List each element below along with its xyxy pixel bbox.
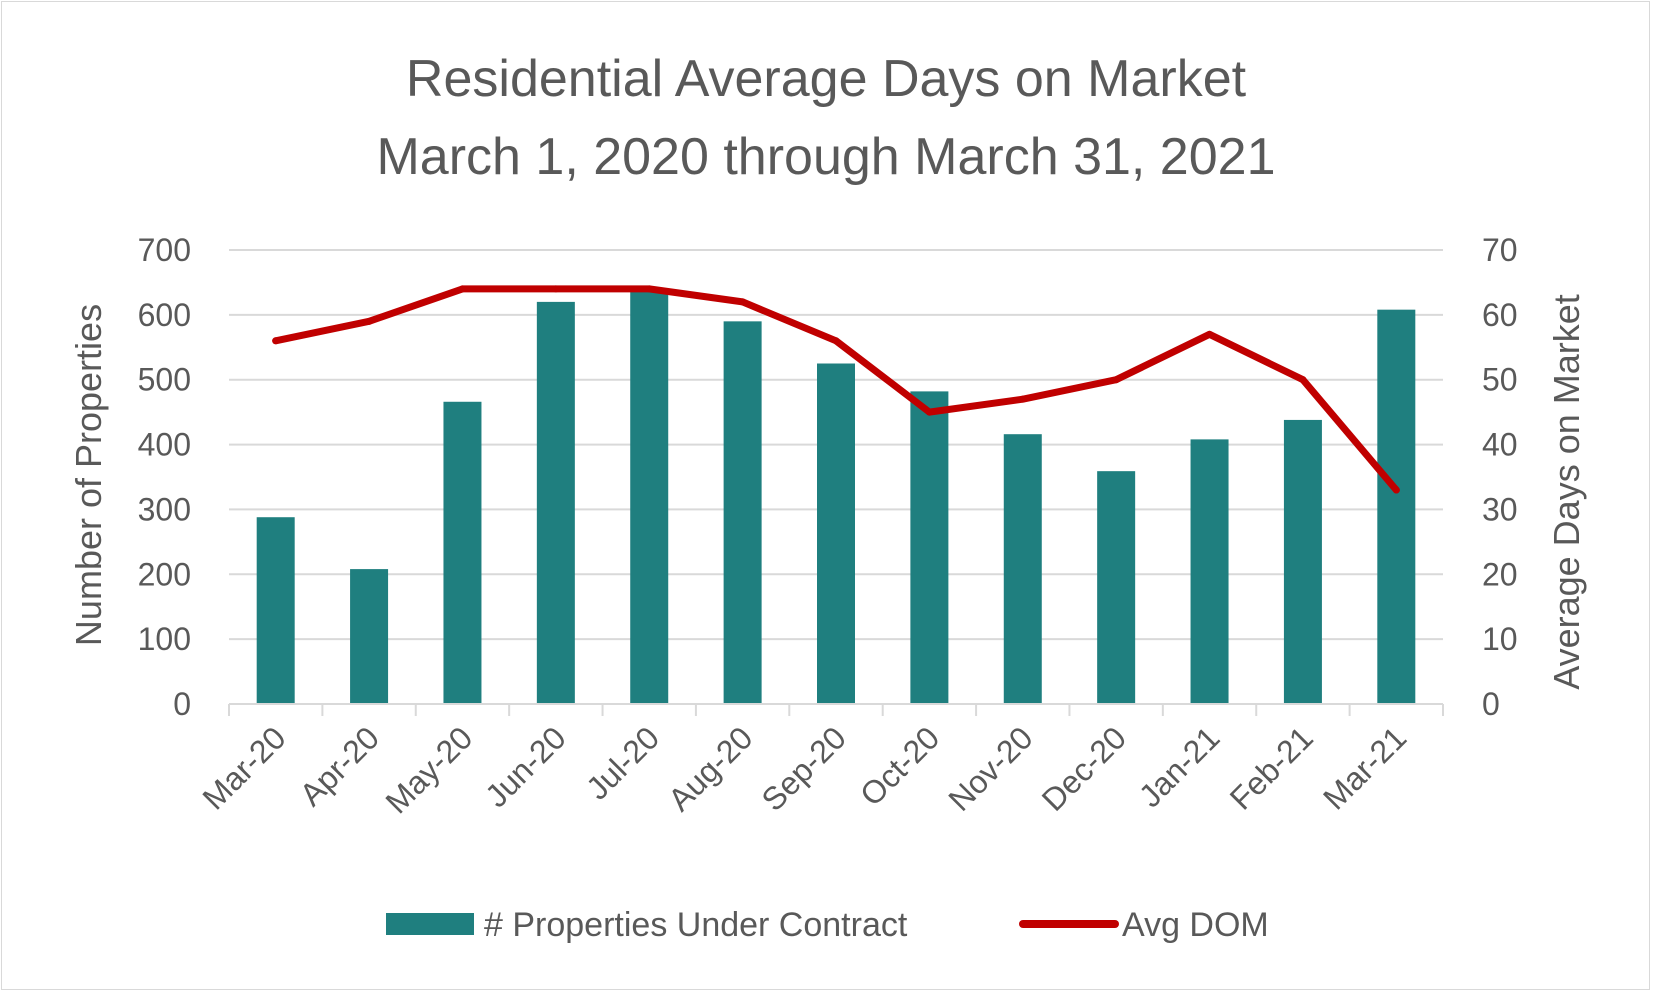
bar: [1283, 419, 1322, 704]
x-tick-label: Aug-20: [661, 719, 759, 817]
y2-tick-label: 40: [1482, 427, 1518, 463]
line-series: [272, 285, 1400, 494]
y-tick-label: 300: [138, 491, 191, 527]
y-tick-label: 200: [138, 556, 191, 592]
line-point: [1112, 376, 1120, 384]
x-tick-label: Apr-20: [293, 719, 386, 812]
y2-tick-label: 30: [1482, 491, 1518, 527]
y-axis-right: 0 10 20 30 40 50 60 70: [1482, 232, 1518, 722]
y-axis-left: 0 100 200 300 400 500 600 700: [138, 232, 191, 722]
x-tick-label: Mar-21: [1316, 719, 1413, 816]
x-tick-label: Sep-20: [755, 719, 853, 817]
y2-tick-label: 50: [1482, 362, 1518, 398]
bar: [256, 517, 295, 704]
bar: [1097, 471, 1136, 704]
bar: [723, 321, 762, 704]
y-tick-label: 100: [138, 621, 191, 657]
line-point: [1299, 376, 1307, 384]
line-point: [832, 337, 840, 345]
legend-label-line: Avg DOM: [1122, 906, 1269, 944]
x-tick-label: Feb-21: [1223, 719, 1320, 816]
line-point: [272, 337, 280, 345]
line-point: [645, 285, 653, 293]
bar-series: [256, 290, 1416, 704]
bar: [1377, 309, 1416, 704]
bar: [350, 569, 389, 704]
y2-tick-label: 10: [1482, 621, 1518, 657]
bar: [817, 363, 855, 704]
y-tick-label: 0: [173, 686, 191, 722]
x-tick-label: May-20: [379, 719, 480, 820]
y-tick-label: 700: [138, 232, 191, 268]
bar: [443, 401, 482, 704]
y-axis-title: Number of Properties: [68, 304, 109, 646]
y-tick-label: 400: [138, 427, 191, 463]
y-tick-label: 600: [138, 297, 191, 333]
x-axis: [228, 703, 1444, 716]
chart-title: Residential Average Days on Market: [406, 50, 1247, 108]
x-tick-label: Nov-20: [941, 719, 1039, 817]
y2-tick-label: 60: [1482, 297, 1518, 333]
chart-subtitle: March 1, 2020 through March 31, 2021: [376, 128, 1275, 186]
line-point: [739, 298, 747, 306]
line-point: [1392, 486, 1400, 494]
bar: [536, 301, 575, 704]
x-tick-label: Oct-20: [853, 719, 946, 812]
x-tick-label: Jun-20: [478, 719, 573, 814]
legend: # Properties Under Contract Avg DOM: [386, 906, 1269, 944]
line-point: [925, 408, 933, 416]
line-point: [1206, 330, 1214, 338]
x-tick-label: Dec-20: [1035, 719, 1133, 817]
y2-tick-label: 70: [1482, 232, 1518, 268]
bar: [630, 290, 669, 704]
bar: [1003, 434, 1042, 704]
x-tick-label: Jan-21: [1132, 719, 1227, 814]
y-tick-label: 500: [138, 362, 191, 398]
line-point: [552, 285, 560, 293]
legend-label-bar: # Properties Under Contract: [484, 906, 908, 944]
x-tick-label: Jul-20: [579, 719, 666, 806]
y2-tick-label: 20: [1482, 556, 1518, 592]
x-tick-label: Mar-20: [196, 719, 293, 816]
line-point: [365, 317, 373, 325]
bar: [1190, 439, 1229, 704]
y2-tick-label: 0: [1482, 686, 1500, 722]
bar: [910, 391, 949, 704]
legend-swatch-bar: [386, 913, 474, 935]
line-point: [458, 285, 466, 293]
y2-axis-title: Average Days on Market: [1546, 294, 1587, 690]
line-point: [1019, 395, 1027, 403]
